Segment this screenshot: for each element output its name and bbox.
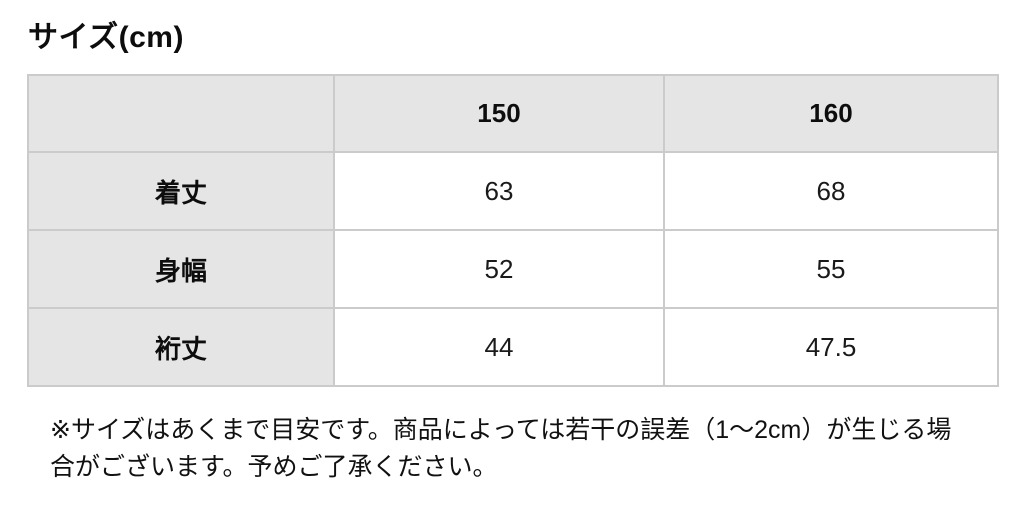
header-cell-empty: [27, 74, 335, 153]
size-table: 150 160 着丈 63 68 身幅 52 55 裄丈 44 47.5: [27, 74, 999, 387]
header-cell-size-160: 160: [663, 74, 999, 153]
value-sleeve-length-160: 47.5: [663, 307, 999, 387]
row-label-body-width: 身幅: [27, 229, 335, 309]
value-body-length-150: 63: [333, 151, 665, 231]
size-disclaimer-note: ※サイズはあくまで目安です。商品によっては若干の誤差（1〜2cm）が生じる場合が…: [50, 416, 952, 481]
row-label-sleeve-length: 裄丈: [27, 307, 335, 387]
size-table-header-row: 150 160: [27, 74, 999, 153]
value-body-width-160: 55: [663, 229, 999, 309]
value-body-width-150: 52: [333, 229, 665, 309]
page-title: サイズ(cm): [28, 21, 184, 54]
table-row-body-width: 身幅 52 55: [27, 229, 999, 309]
table-row-body-length: 着丈 63 68: [27, 151, 999, 231]
value-sleeve-length-150: 44: [333, 307, 665, 387]
table-row-sleeve-length: 裄丈 44 47.5: [27, 307, 999, 387]
header-cell-size-150: 150: [333, 74, 665, 153]
value-body-length-160: 68: [663, 151, 999, 231]
row-label-body-length: 着丈: [27, 151, 335, 231]
